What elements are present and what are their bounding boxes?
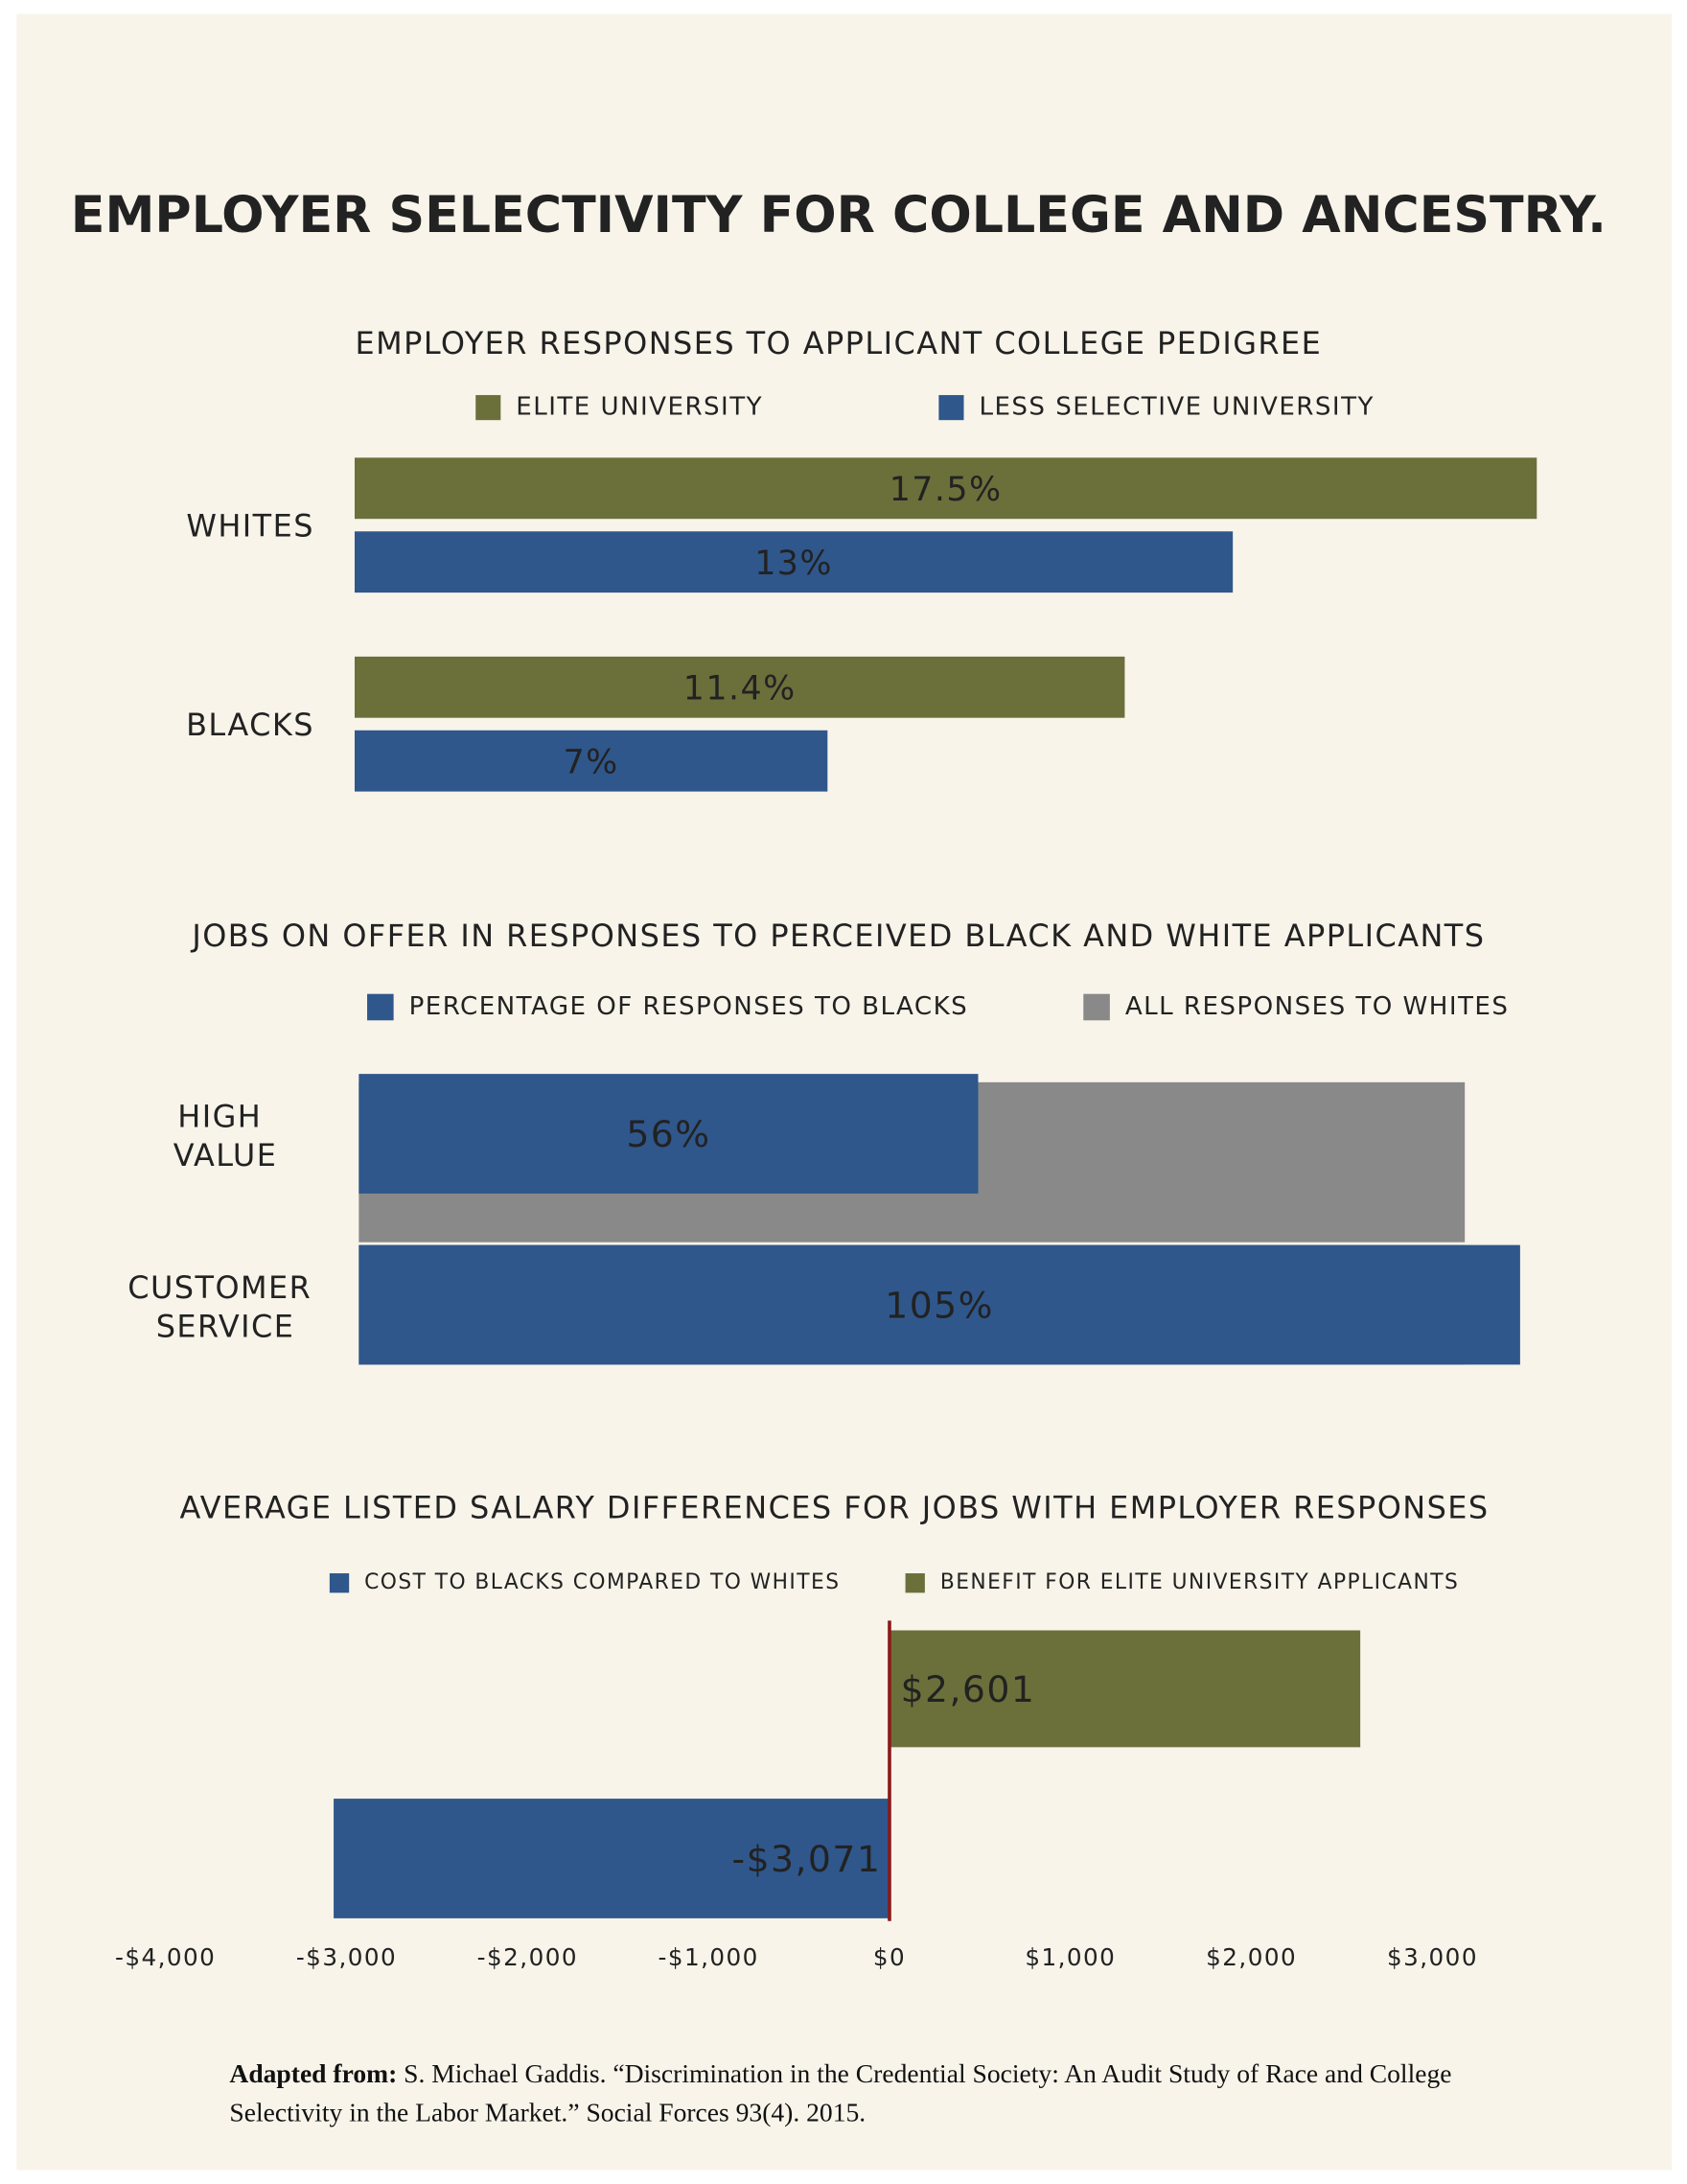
legend-swatch (329, 1573, 350, 1593)
bar (889, 1630, 1361, 1748)
legend-label: COST TO BLACKS COMPARED TO WHITES (364, 1570, 840, 1594)
main-title: EMPLOYER SELECTIVITY FOR COLLEGE AND ANC… (71, 187, 1606, 244)
value-label: $2,601 (901, 1668, 1036, 1710)
legend-swatch (938, 395, 964, 421)
legend-swatch (475, 395, 501, 421)
source-label: Adapted from: (229, 2059, 398, 2090)
category-label: HIGH VALUE (173, 1099, 278, 1174)
x-tick-label: -$4,000 (115, 1943, 216, 1971)
chart-title: EMPLOYER RESPONSES TO APPLICANT COLLEGE … (356, 325, 1323, 361)
legend-label: ELITE UNIVERSITY (516, 393, 763, 422)
x-tick-label: $1,000 (1025, 1943, 1116, 1971)
x-tick-label: $0 (873, 1943, 906, 1971)
value-label: 17.5% (890, 471, 1003, 509)
category-label: WHITES (186, 508, 314, 545)
bar (358, 1244, 1520, 1365)
bar (334, 1799, 890, 1918)
source-box: Adapted from: S. Michael Gaddis. “Discri… (229, 2056, 1453, 2134)
legend-swatch (905, 1573, 925, 1593)
x-tick-label: -$3,000 (296, 1943, 397, 1971)
source-text: S. Michael Gaddis. “Discrimination in th… (229, 2059, 1452, 2128)
bar (358, 1074, 979, 1194)
value-label: 13% (754, 545, 833, 583)
legend-swatch (1083, 993, 1110, 1021)
category-label: CUSTOMER SERVICE (127, 1269, 323, 1345)
legend-label: BENEFIT FOR ELITE UNIVERSITY APPLICANTS (940, 1570, 1459, 1594)
legend-label: PERCENTAGE OF RESPONSES TO BLACKS (409, 992, 969, 1021)
legend-swatch (367, 993, 394, 1021)
bar (354, 457, 1537, 520)
value-label: 7% (564, 744, 619, 782)
x-tick-label: $2,000 (1206, 1943, 1297, 1971)
value-label: 11.4% (683, 670, 797, 709)
chart-title: JOBS ON OFFER IN RESPONSES TO PERCEIVED … (190, 918, 1485, 954)
legend-label: ALL RESPONSES TO WHITES (1125, 992, 1510, 1021)
x-tick-label: $3,000 (1387, 1943, 1478, 1971)
source: Adapted from: S. Michael Gaddis. “Discri… (229, 2056, 1453, 2134)
legend-label: LESS SELECTIVE UNIVERSITY (979, 393, 1374, 422)
chart-title: AVERAGE LISTED SALARY DIFFERENCES FOR JO… (180, 1489, 1490, 1525)
value-label: -$3,071 (732, 1838, 882, 1880)
bar (354, 656, 1125, 718)
value-label: 56% (626, 1113, 710, 1155)
x-tick-label: -$1,000 (658, 1943, 758, 1971)
x-tick-label: -$2,000 (477, 1943, 578, 1971)
category-label: BLACKS (186, 707, 314, 743)
bar (354, 531, 1234, 593)
bar (354, 730, 828, 792)
value-label: 105% (885, 1284, 994, 1326)
